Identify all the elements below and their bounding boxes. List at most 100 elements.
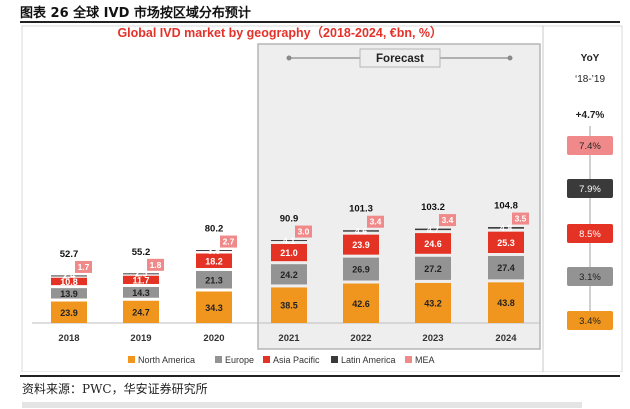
source-rule [20,375,620,377]
bar-latin-america-2019 [123,273,159,275]
yoy-badge-label-1: 7.9% [579,184,601,195]
legend-label-north-america: North America [138,355,195,365]
bar-latin-america-2024 [488,227,524,229]
yoy-badge-3 [567,267,613,286]
total-label-2019: 55.2 [132,247,151,258]
bar-north-america-2022 [343,283,379,323]
bar-mea-2018 [75,260,92,273]
bar-north-america-2019 [123,300,159,323]
total-label-2023: 103.2 [421,202,445,213]
value-label-europe-2022: 26.9 [352,265,370,275]
bar-asia-pacific-2019 [123,275,159,284]
value-label-north-america-2018: 23.9 [60,308,78,318]
bar-north-america-2020 [196,291,232,323]
value-label-europe-2020: 21.3 [205,275,223,285]
bar-north-america-2023 [415,282,451,323]
bar-latin-america-2023 [415,228,451,231]
yoy-badge-4 [567,311,613,330]
bar-mea-2020 [220,235,237,248]
value-label-north-america-2023: 43.2 [424,298,442,308]
bar-latin-america-2018 [51,275,87,277]
total-label-2022: 101.3 [349,204,373,215]
bar-mea-2019 [147,258,164,271]
legend-label-mea: MEA [415,355,435,365]
bar-europe-2018 [51,288,87,299]
bar-europe-2024 [488,256,524,280]
value-label-latin-america-2019: 2.5 [135,269,148,279]
x-tick-2024: 2024 [495,333,517,344]
yoy-badges: 7.4% 7.9% 8.5% 3.1% 3.4% [567,136,613,330]
x-tick-2019: 2019 [130,333,151,344]
yoy-badge-label-4: 3.4% [579,316,601,327]
bar-asia-pacific-2023 [415,233,451,254]
bar-asia-pacific-2020 [196,253,232,269]
value-label-europe-2021: 24.2 [280,270,298,280]
value-label-north-america-2024: 43.8 [497,298,515,308]
bar-asia-pacific-2021 [271,243,307,262]
legend-label-europe: Europe [225,355,254,365]
legend-label-latin-america: Latin America [341,355,396,365]
value-label-asia-pacific-2018: 10.8 [60,277,78,287]
bar-asia-pacific-2024 [488,231,524,254]
value-label-asia-pacific-2022: 23.9 [352,240,370,250]
legend-swatch-asia-pacific [263,356,270,363]
value-label-asia-pacific-2024: 25.3 [497,238,515,248]
legend-swatch-europe [215,356,222,363]
bar-latin-america-2021 [271,240,307,242]
value-label-latin-america-2022: 4.6 [355,226,368,236]
value-label-mea-2022: 3.4 [370,217,382,227]
legend-label-asia-pacific: Asia Pacific [273,355,320,365]
value-label-latin-america-2023: 4.7 [427,225,440,235]
x-tick-2022: 2022 [350,333,371,344]
yoy-badge-label-3: 3.1% [579,272,601,283]
value-label-asia-pacific-2020: 18.2 [205,256,223,266]
total-label-2021: 90.9 [280,214,299,225]
x-tick-2020: 2020 [203,333,224,344]
value-label-mea-2023: 3.4 [442,215,454,225]
forecast-line-end [507,55,513,61]
value-label-north-america-2022: 42.6 [352,299,370,309]
value-label-mea-2019: 1.8 [150,260,162,270]
value-label-mea-2021: 3.0 [298,227,310,237]
ivd-stacked-bar-chart: Global IVD market by geography（2018-2024… [21,25,623,372]
forecast-label-box [359,48,441,68]
value-label-north-america-2019: 24.7 [132,307,150,317]
source-note: 资料来源：PWC，华安证券研究所 [22,382,208,396]
bar-north-america-2024 [488,282,524,323]
bar-europe-2023 [415,256,451,280]
total-label-2020: 80.2 [205,224,224,235]
value-label-latin-america-2018: 2.4 [63,271,76,281]
chart-title: Global IVD market by geography（2018-2024… [117,25,442,40]
value-label-latin-america-2020: 3.6 [208,246,221,256]
value-label-latin-america-2024: 4.8 [500,223,513,233]
value-label-asia-pacific-2023: 24.6 [424,239,442,249]
legend-swatch-north-america [128,356,135,363]
bar-north-america-2018 [51,301,87,323]
yoy-badge-1 [567,179,613,198]
total-label-2024: 104.8 [494,201,518,212]
next-line-fragment [22,402,582,408]
x-tick-2023: 2023 [422,333,443,344]
yoy-badge-0 [567,136,613,155]
caption-rule [20,21,620,23]
bar-europe-2019 [123,286,159,298]
bar-north-america-2021 [271,287,307,323]
yoy-badge-label-2: 8.5% [579,229,601,240]
value-label-europe-2019: 14.3 [132,288,150,298]
value-label-north-america-2021: 38.5 [280,301,298,311]
bar-mea-2021 [295,225,312,238]
value-label-europe-2024: 27.4 [497,263,515,273]
forecast-line-start [286,55,292,61]
legend-swatch-latin-america [331,356,338,363]
bar-mea-2022 [367,215,384,228]
bar-latin-america-2020 [196,250,232,252]
bar-europe-2020 [196,271,232,289]
yoy-period: ‘18-’19 [575,74,605,85]
figure-caption: 图表 26 全球 IVD 市场按区域分布预计 [20,6,251,21]
yoy-total: +4.7% [576,110,605,121]
legend: North America Europe Asia Pacific Latin Ame… [128,355,435,365]
value-label-asia-pacific-2019: 11.7 [132,275,149,285]
bar-europe-2022 [343,257,379,281]
yoy-badge-label-0: 7.4% [579,141,601,152]
yoy-badge-2 [567,224,613,243]
